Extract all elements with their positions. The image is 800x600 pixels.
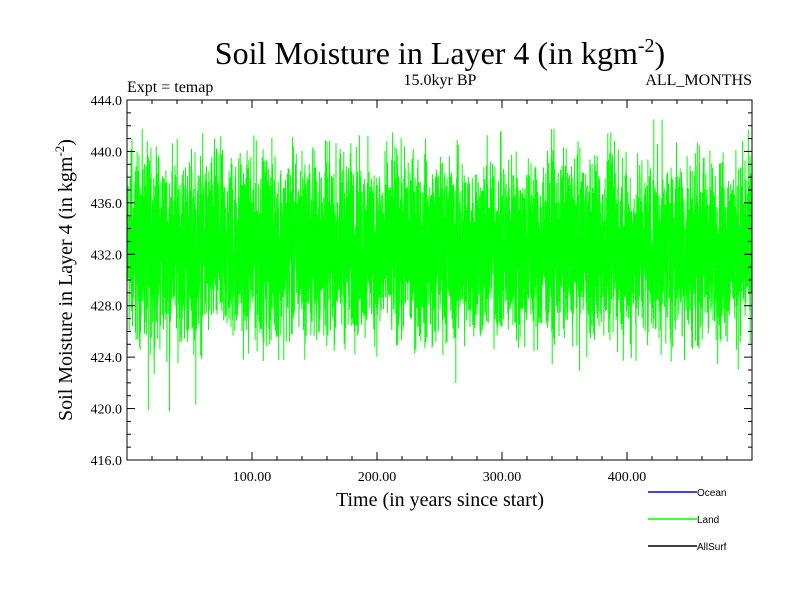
y-axis-label: Soil Moisture in Layer 4 (in kgm-2) xyxy=(52,139,77,421)
y-tick-label: 432.0 xyxy=(91,248,123,263)
legend: Ocean Land AllSurf xyxy=(648,488,727,553)
center-subtitle: 15.0kyr BP xyxy=(404,72,477,89)
legend-label-land: Land xyxy=(697,515,719,526)
y-tick-label: 436.0 xyxy=(91,197,123,212)
y-tick-label: 420.0 xyxy=(91,403,123,418)
y-tick-label: 428.0 xyxy=(91,300,123,315)
y-tick-label: 424.0 xyxy=(91,351,123,366)
series-layer xyxy=(126,119,753,412)
y-tick-label: 416.0 xyxy=(91,454,123,469)
plot-frame xyxy=(126,99,753,461)
right-subtitle: ALL_MONTHS xyxy=(645,72,752,89)
series-line-land xyxy=(126,119,753,412)
legend-label-ocean: Ocean xyxy=(697,488,726,499)
x-axis-label: Time (in years since start) xyxy=(336,489,544,511)
x-tick-label: 100.00 xyxy=(233,470,272,485)
axis-layer: 416.0 420.0 424.0 428.0 432.0 436.0 440.0 444.0… xyxy=(91,94,752,485)
x-tick-label: 200.00 xyxy=(358,470,397,485)
x-tick-label: 400.00 xyxy=(608,470,647,485)
x-tick-label: 300.00 xyxy=(483,470,522,485)
y-tick-label: 440.0 xyxy=(91,145,123,160)
y-tick-label: 444.0 xyxy=(91,94,123,109)
left-subtitle: Expt = temap xyxy=(127,79,213,96)
chart-title: Soil Moisture in Layer 4 (in kgm-2) xyxy=(215,35,665,71)
legend-label-allsurf: AllSurf xyxy=(697,542,727,553)
